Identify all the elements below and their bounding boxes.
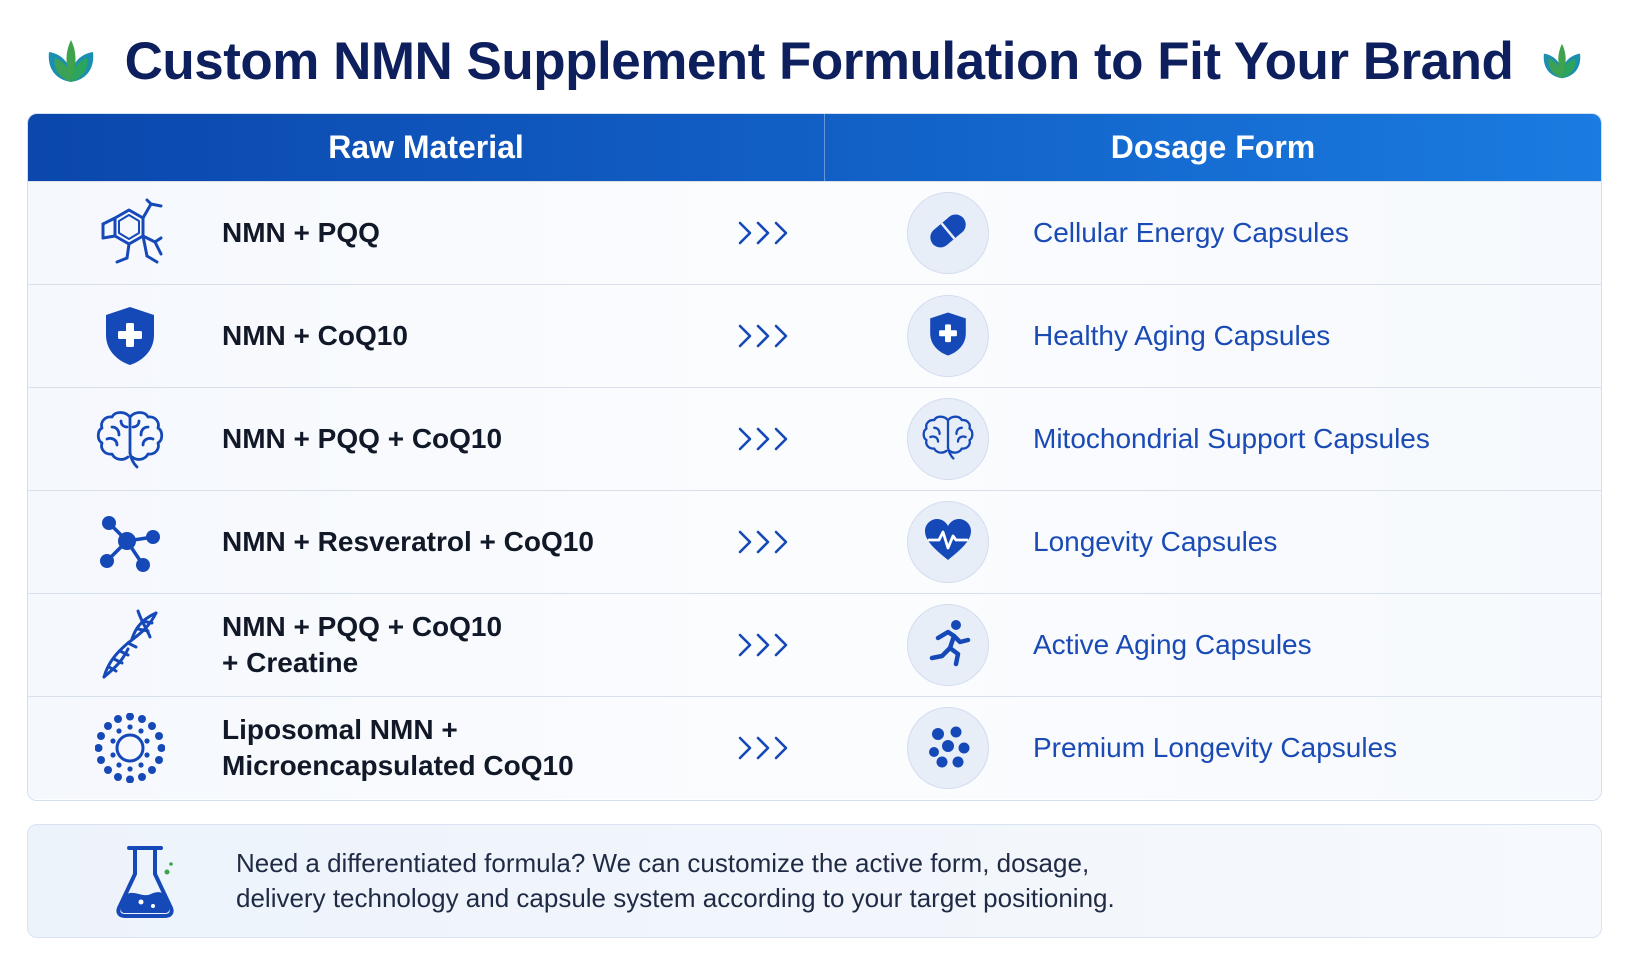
dosage-form-label: Mitochondrial Support Capsules bbox=[1033, 423, 1430, 454]
dosage-icon-badge bbox=[907, 192, 989, 274]
capsule-icon bbox=[923, 206, 973, 261]
table-row: NMN + PQQ Cellular Energy Capsules bbox=[28, 181, 1601, 284]
raw-material-line: NMN + CoQ10 bbox=[222, 320, 408, 351]
chevrons-right-icon bbox=[736, 425, 806, 453]
table-row: NMN + Resveratrol + CoQ10 Longevity Caps… bbox=[28, 490, 1601, 593]
chevrons-right-icon bbox=[736, 528, 806, 556]
formulation-table: Raw Material Dosage Form NMN + PQQ bbox=[27, 113, 1602, 801]
customization-note: Need a differentiated formula? We can cu… bbox=[27, 824, 1602, 938]
molecule-network-icon bbox=[90, 502, 170, 582]
raw-material-line: Microencapsulated CoQ10 bbox=[222, 750, 574, 781]
raw-material-label: Liposomal NMN + Microencapsulated CoQ10 bbox=[222, 712, 722, 784]
table-header: Raw Material Dosage Form bbox=[28, 114, 1601, 181]
dosage-icon-badge bbox=[907, 501, 989, 583]
note-line: delivery technology and capsule system a… bbox=[236, 883, 1115, 913]
shield-plus-icon bbox=[90, 296, 170, 376]
brain-icon bbox=[921, 414, 975, 465]
title-bar: Custom NMN Supplement Formulation to Fit… bbox=[0, 22, 1628, 100]
dosage-icon-badge bbox=[907, 707, 989, 789]
table-row: NMN + CoQ10 Healthy Aging Capsules bbox=[28, 284, 1601, 387]
table-row: Liposomal NMN + Microencapsulated CoQ10 … bbox=[28, 696, 1601, 799]
dosage-icon-badge bbox=[907, 604, 989, 686]
note-text: Need a differentiated formula? We can cu… bbox=[236, 846, 1115, 916]
raw-material-label: NMN + PQQ + CoQ10 + Creatine bbox=[222, 609, 722, 681]
page-title: Custom NMN Supplement Formulation to Fit… bbox=[124, 31, 1514, 91]
dna-icon bbox=[90, 605, 170, 685]
raw-material-line: + Creatine bbox=[222, 647, 359, 678]
note-line: Need a differentiated formula? We can cu… bbox=[236, 848, 1090, 878]
raw-material-label: NMN + Resveratrol + CoQ10 bbox=[222, 524, 722, 560]
dosage-icon-badge bbox=[907, 398, 989, 480]
table-row: NMN + PQQ + CoQ10 Mitochondrial Support … bbox=[28, 387, 1601, 490]
dosage-form-label: Longevity Capsules bbox=[1033, 526, 1278, 557]
dosage-icon-badge bbox=[907, 295, 989, 377]
table-row: NMN + PQQ + CoQ10 + Creatine Active Agin… bbox=[28, 593, 1601, 696]
header-dosage-form: Dosage Form bbox=[1110, 129, 1316, 165]
brain-icon bbox=[90, 399, 170, 479]
chevrons-right-icon bbox=[736, 631, 806, 659]
flask-icon bbox=[110, 841, 180, 921]
dosage-form-label: Healthy Aging Capsules bbox=[1033, 320, 1331, 351]
header-raw-material: Raw Material bbox=[28, 114, 825, 181]
raw-material-line: NMN + PQQ bbox=[222, 217, 380, 248]
running-person-icon bbox=[924, 618, 972, 673]
raw-material-line: NMN + PQQ + CoQ10 bbox=[222, 423, 503, 454]
raw-material-label: NMN + PQQ bbox=[222, 215, 722, 251]
raw-material-line: NMN + PQQ + CoQ10 bbox=[222, 611, 503, 642]
raw-material-label: NMN + CoQ10 bbox=[222, 318, 722, 354]
leaf-icon bbox=[43, 38, 99, 84]
chevrons-right-icon bbox=[736, 219, 806, 247]
shield-plus-icon bbox=[927, 311, 969, 362]
chevrons-right-icon bbox=[736, 322, 806, 350]
leaf-icon bbox=[1539, 41, 1585, 81]
raw-material-line: Liposomal NMN + bbox=[222, 714, 458, 745]
dots-cluster-icon bbox=[924, 722, 972, 775]
dosage-form-label: Active Aging Capsules bbox=[1033, 629, 1312, 660]
liposome-icon bbox=[90, 708, 170, 788]
heart-pulse-icon bbox=[923, 518, 973, 567]
molecule-structure-icon bbox=[90, 193, 170, 273]
dosage-form-label: Premium Longevity Capsules bbox=[1033, 732, 1398, 763]
raw-material-line: NMN + Resveratrol + CoQ10 bbox=[222, 526, 594, 557]
raw-material-label: NMN + PQQ + CoQ10 bbox=[222, 421, 722, 457]
dosage-form-label: Cellular Energy Capsules bbox=[1033, 217, 1349, 248]
chevrons-right-icon bbox=[736, 734, 806, 762]
